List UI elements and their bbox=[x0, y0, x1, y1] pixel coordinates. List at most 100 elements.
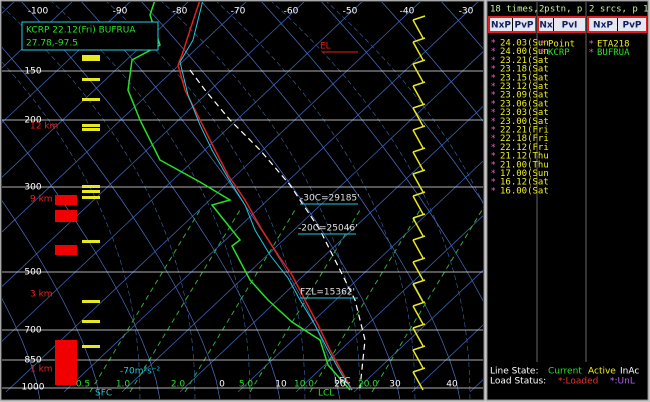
station-marker: * bbox=[540, 40, 545, 50]
line-state-current: Current bbox=[548, 367, 582, 377]
station-coords: 27.78,-97.5 bbox=[26, 39, 78, 49]
isotherm bbox=[353, 269, 483, 393]
time-marker: * bbox=[491, 186, 496, 196]
button[interactable] bbox=[589, 18, 617, 31]
height-label: 9 km bbox=[30, 195, 53, 205]
wind-barb bbox=[412, 129, 424, 149]
level-tag bbox=[82, 98, 100, 101]
wind-barb bbox=[412, 63, 424, 83]
wind-barb bbox=[412, 195, 424, 215]
dry-adiabat bbox=[381, 2, 483, 122]
wind-barb-flag bbox=[412, 81, 426, 87]
time-entry[interactable]: 23.09(Sat bbox=[500, 91, 549, 101]
wind-barb bbox=[412, 371, 424, 391]
top-temperature-label: -90 bbox=[113, 7, 128, 17]
load-status-loaded: *:Loaded bbox=[558, 377, 598, 387]
station-title: KCRP 22.12(Fri) BUFRUA bbox=[26, 26, 136, 36]
time-marker: * bbox=[491, 126, 496, 136]
parcel-trace bbox=[189, 69, 366, 389]
time-entry[interactable]: 24.00(Sun bbox=[500, 47, 549, 57]
wind-barb-flag bbox=[412, 59, 426, 65]
panel-header: 18 times, p bbox=[490, 5, 550, 15]
moist-adiabat bbox=[2, 6, 196, 399]
height-label: 3 km bbox=[30, 290, 53, 300]
button[interactable] bbox=[513, 18, 535, 31]
temperature-profile bbox=[177, 2, 353, 391]
wind-barb-flag bbox=[412, 301, 426, 307]
time-entry[interactable]: 23.12(Sat bbox=[500, 82, 549, 92]
button-label[interactable]: PvP bbox=[622, 21, 641, 31]
button-label[interactable]: NxP bbox=[491, 21, 511, 31]
annotation: LCL bbox=[318, 389, 334, 399]
time-entry[interactable]: 21.00(Thu bbox=[500, 160, 549, 170]
source-marker: * bbox=[589, 40, 594, 50]
time-entry[interactable]: 17.00(Sun bbox=[500, 169, 549, 179]
time-marker: * bbox=[491, 65, 496, 75]
level-tag bbox=[82, 190, 100, 193]
dry-adiabat bbox=[2, 298, 41, 399]
time-entry[interactable]: 22.12(Fri bbox=[500, 143, 549, 153]
time-entry[interactable]: 23.21(Sat bbox=[500, 56, 549, 66]
dewpoint-profile bbox=[127, 2, 351, 391]
button-label[interactable]: PvI bbox=[562, 21, 578, 31]
wind-barb-flag bbox=[412, 323, 426, 329]
dry-adiabat bbox=[261, 2, 483, 302]
time-marker: * bbox=[491, 39, 496, 49]
top-temperature-label: -60 bbox=[284, 7, 299, 17]
time-marker: * bbox=[491, 99, 496, 109]
top-temperature-label: -80 bbox=[173, 7, 188, 17]
time-entry[interactable]: 24.03(Sun bbox=[500, 39, 549, 49]
isotherm bbox=[2, 2, 189, 178]
button[interactable] bbox=[554, 18, 585, 31]
el-label: EL bbox=[320, 42, 331, 52]
bottom-label: 10 bbox=[275, 380, 287, 390]
station-entry[interactable]: KCRP bbox=[548, 48, 570, 58]
time-marker: * bbox=[491, 73, 496, 83]
annotation: LFC bbox=[334, 377, 350, 387]
source-entry[interactable]: ETA218 bbox=[597, 40, 630, 50]
button-label[interactable]: Nx bbox=[539, 21, 553, 31]
top-temperature-label: -30 bbox=[459, 7, 474, 17]
level-tag bbox=[82, 320, 100, 323]
isotherm bbox=[2, 2, 131, 124]
wind-barb-flag bbox=[412, 147, 426, 153]
moist-adiabat bbox=[216, 2, 416, 399]
time-entry[interactable]: 22.18(Fri bbox=[500, 134, 549, 144]
level-bar bbox=[55, 245, 77, 255]
wind-barb bbox=[412, 327, 424, 347]
dry-adiabat bbox=[2, 200, 101, 399]
time-entry[interactable]: 23.18(Sat bbox=[500, 65, 549, 75]
line-state-inactive: InAc bbox=[620, 367, 639, 377]
time-entry[interactable]: 23.03(Sat bbox=[500, 108, 549, 118]
source-entry[interactable]: BUFRUA bbox=[597, 48, 630, 58]
level-tag bbox=[82, 58, 100, 61]
button-label[interactable]: NxP bbox=[593, 21, 613, 31]
load-status-label: Load Status: bbox=[490, 377, 546, 387]
button[interactable] bbox=[490, 18, 512, 31]
level-tag bbox=[82, 196, 100, 199]
bottom-label: 40 bbox=[446, 380, 458, 390]
button[interactable] bbox=[618, 18, 646, 31]
time-entry[interactable]: 21.12(Thu bbox=[500, 152, 549, 162]
time-marker: * bbox=[491, 169, 496, 179]
wind-barb bbox=[412, 173, 424, 193]
dry-adiabat bbox=[201, 2, 461, 399]
button-label[interactable]: PvP bbox=[514, 21, 533, 31]
level-tag bbox=[82, 128, 100, 131]
wind-barb-flag bbox=[412, 125, 426, 131]
time-entry[interactable]: 16.00(Sat bbox=[500, 186, 549, 196]
station-entry[interactable]: Point bbox=[548, 40, 575, 50]
level-bar bbox=[55, 340, 77, 385]
wind-barb-flag bbox=[412, 15, 426, 21]
level-tag bbox=[82, 124, 100, 127]
time-entry[interactable]: 23.00(Sat bbox=[500, 117, 549, 127]
time-entry[interactable]: 23.06(Sat bbox=[500, 99, 549, 109]
time-marker: * bbox=[491, 47, 496, 57]
dry-adiabat bbox=[141, 2, 401, 399]
time-entry[interactable]: 23.15(Sat bbox=[500, 73, 549, 83]
button[interactable] bbox=[539, 18, 553, 31]
time-entry[interactable]: 22.21(Fri bbox=[500, 126, 549, 136]
pressure-label: 850 bbox=[24, 356, 41, 366]
time-entry[interactable]: 16.12(Sat bbox=[500, 178, 549, 188]
bottom-label: 1.0 bbox=[116, 380, 131, 390]
